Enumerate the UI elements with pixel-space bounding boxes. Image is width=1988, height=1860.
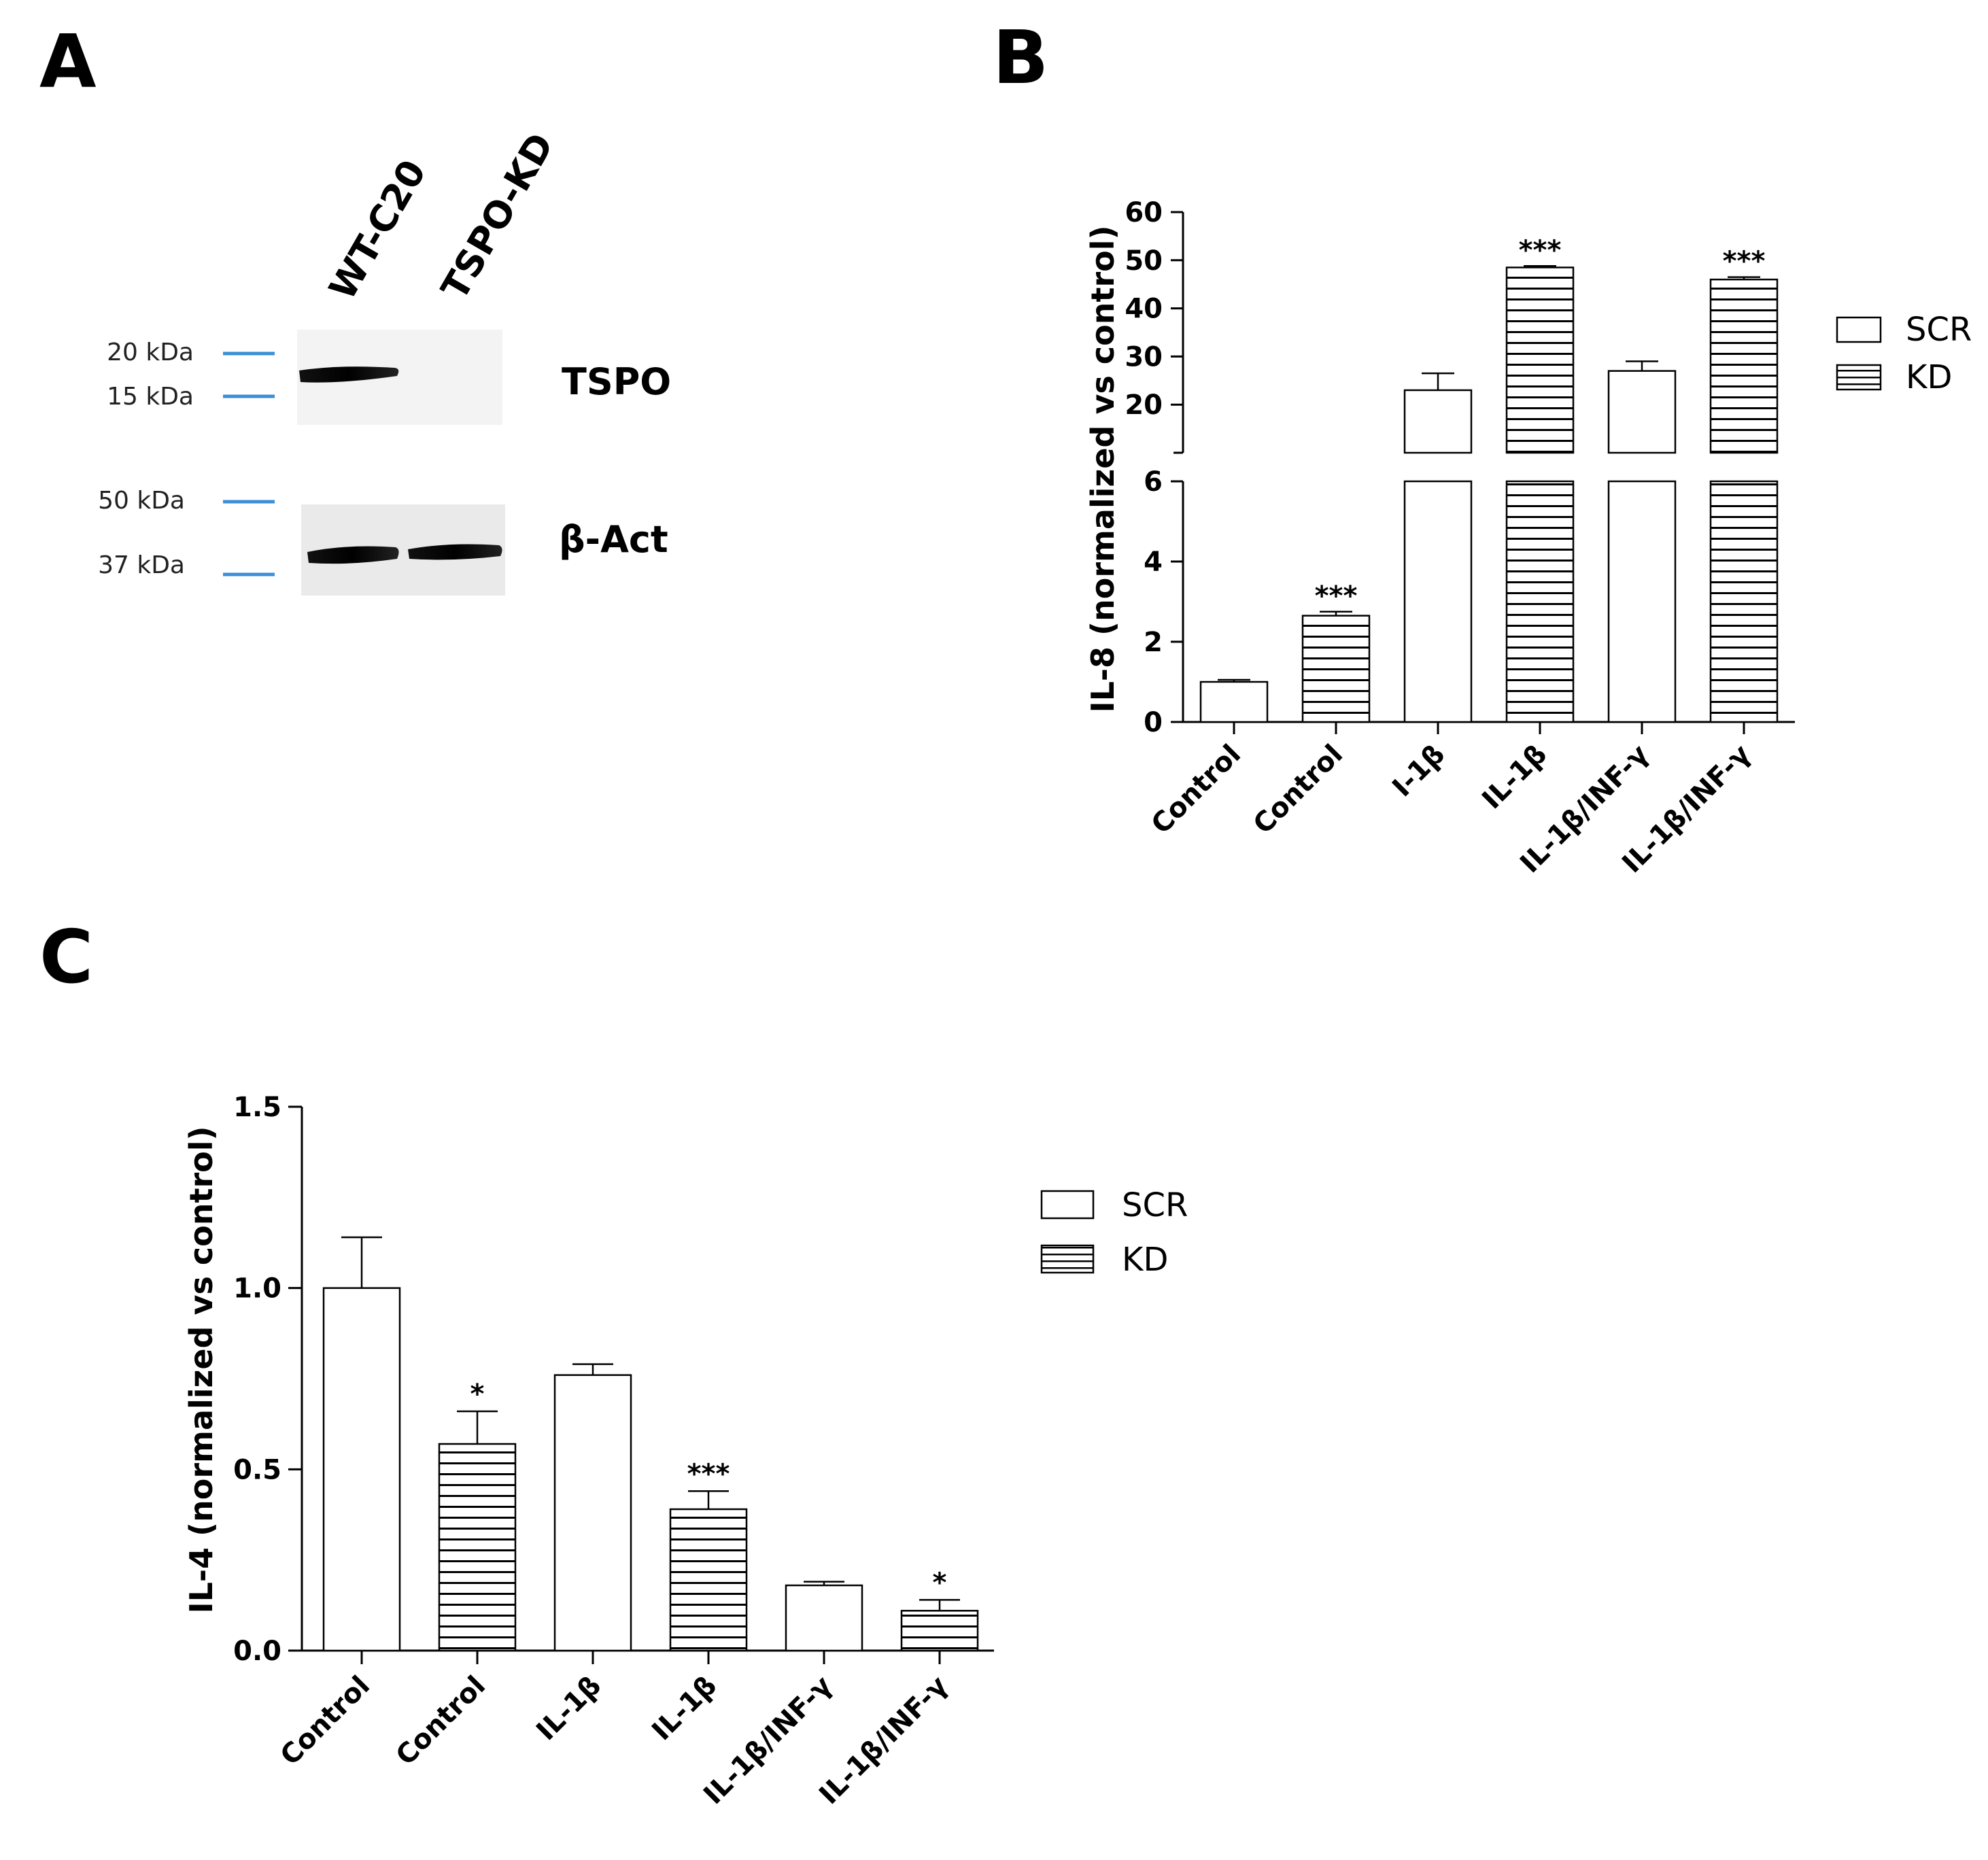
ladder-label-15: 15 kDa (107, 383, 194, 411)
chart-c-ytick-label: 0.5 (233, 1454, 281, 1485)
chart-b-bar (1607, 370, 1677, 454)
chart-c-bar (669, 1508, 748, 1652)
lane-label-kd: TSPO-KD (433, 126, 562, 307)
chart-c-legend: SCR KD (1040, 1186, 1188, 1279)
ladder-label-37: 37 kDa (98, 551, 185, 579)
panel-a: A WT-C20 TSPO-KD 20 kDa 15 kDa 50 kDa 37… (39, 20, 671, 596)
chart-c-category-label: IL-1β (530, 1670, 607, 1747)
chart-b-significance: *** (1723, 246, 1766, 277)
panel-letter-b: B (993, 16, 1048, 101)
chart-c-significance: *** (687, 1458, 730, 1489)
chart-b-significance: *** (1519, 235, 1562, 266)
tspo-blot (297, 330, 502, 425)
lane-label-wt: WT-C20 (321, 153, 434, 307)
chart-b-legend: SCR KD (1836, 311, 1972, 396)
chart-c-category-label: IL-1β (646, 1670, 723, 1747)
legend-c-swatch-kd (1040, 1244, 1095, 1274)
chart-b-bar (1199, 681, 1269, 723)
chart-b-ylabel: IL-8 (normalized vs control) (1084, 225, 1121, 712)
chart-b-ytick-label: 2 (1144, 627, 1163, 658)
legend-c-label-kd: KD (1122, 1241, 1168, 1279)
chart-b-ytick-label: 40 (1125, 294, 1163, 325)
chart-c-bar (438, 1443, 517, 1652)
chart-b-bar-lower-segment (1709, 480, 1779, 723)
panel-letter-c: C (39, 915, 93, 1000)
actin-blot (301, 504, 505, 596)
chart-c-significance: * (933, 1567, 947, 1598)
panel-letter-a: A (39, 20, 97, 105)
chart-b-plot: 0 2 4 6 20 30 40 50 60 Control *** Control I-1β *** IL… (1125, 197, 1795, 879)
chart-c-bar (900, 1610, 979, 1652)
chart-b-category-label: Control (1248, 739, 1349, 840)
tspo-band-wt (299, 366, 399, 383)
chart-b-ytick-label: 6 (1144, 466, 1163, 498)
chart-c-ytick-label: 1.5 (233, 1092, 281, 1123)
chart-b-ytick-label: 4 (1144, 547, 1163, 578)
chart-b-bar-lower-segment (1403, 480, 1473, 723)
chart-b-ytick-label: 0 (1144, 707, 1163, 738)
chart-b-bar (1403, 389, 1473, 454)
ladder-label-50: 50 kDa (98, 487, 185, 515)
chart-b-ytick-label: 60 (1125, 197, 1163, 228)
legend-b-swatch-scr (1836, 316, 1882, 343)
chart-b-bar-lower-segment (1607, 480, 1677, 723)
chart-b-bar (1709, 278, 1779, 454)
panel-c: C IL-4 (normalized vs control) 0.0 0.5 1.0… (39, 915, 1188, 1810)
chart-b-bar (1505, 266, 1575, 454)
actin-band-wt (307, 546, 399, 564)
legend-b-label-scr: SCR (1906, 311, 1972, 349)
chart-b-category-label: IL-1β (1476, 739, 1553, 816)
legend-b-swatch-kd (1836, 364, 1882, 391)
chart-c-category-label: Control (390, 1670, 492, 1772)
chart-c-bar (322, 1287, 401, 1652)
band-label-actin: β-Act (559, 518, 668, 561)
chart-b-ytick-label: 20 (1125, 390, 1163, 421)
chart-c-bar (785, 1584, 863, 1652)
chart-b-ytick-label: 50 (1125, 245, 1163, 277)
legend-c-label-scr: SCR (1122, 1186, 1188, 1224)
chart-b-category-label: I-1β (1386, 739, 1451, 804)
band-label-tspo: TSPO (562, 360, 671, 403)
ladder-marks (223, 351, 275, 576)
chart-c-ylabel: IL-4 (normalized vs control) (183, 1126, 220, 1613)
chart-c-significance: * (470, 1379, 485, 1410)
ladder-label-20: 20 kDa (107, 339, 194, 366)
chart-c-plot: 0.0 0.5 1.0 1.5 Control * Control IL-1β *** IL-1β… (233, 1092, 994, 1810)
legend-c-swatch-scr (1040, 1190, 1095, 1220)
actin-band-kd (408, 544, 502, 560)
legend-b-label-kd: KD (1906, 358, 1952, 396)
chart-c-ytick-label: 1.0 (233, 1273, 281, 1305)
chart-b-category-label: Control (1146, 739, 1247, 840)
chart-b-bar-lower-segment (1505, 480, 1575, 723)
chart-b-ytick-label: 30 (1125, 341, 1163, 373)
panel-b: B IL-8 (normalized vs control) 0 2 4 6 20 30 4… (993, 16, 1972, 879)
chart-c-ytick-label: 0.0 (233, 1636, 281, 1667)
chart-c-category-label: Control (275, 1670, 376, 1772)
chart-b-bar (1301, 615, 1371, 723)
chart-c-bar (553, 1374, 632, 1652)
chart-b-significance: *** (1315, 581, 1358, 612)
